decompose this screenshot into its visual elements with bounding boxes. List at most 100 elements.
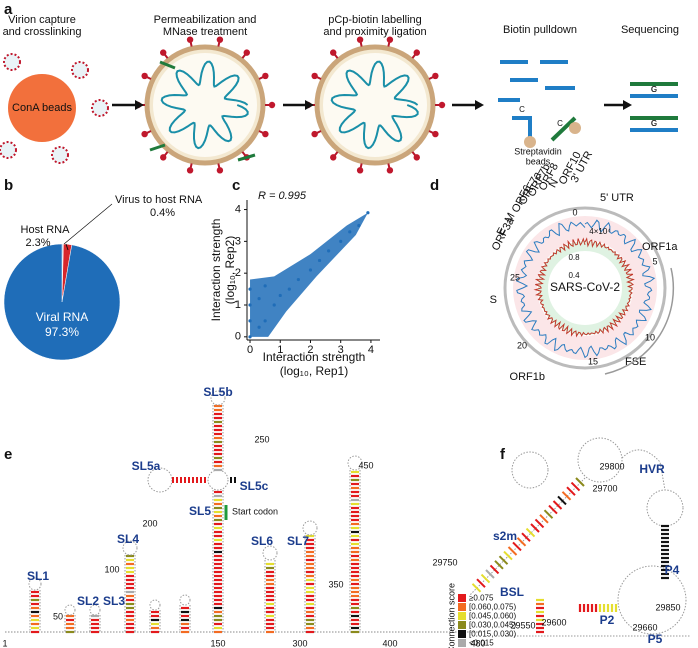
slice-label: Host RNA [21,224,71,236]
small-virion [0,141,17,159]
loop [646,489,684,527]
loop [577,437,623,483]
region-label: FSE [625,356,646,368]
y-tick-label: 2 [235,267,241,279]
position-label: 450 [358,460,373,470]
loop [262,545,278,561]
point [248,287,252,291]
step-label: MNase treatment [163,26,247,38]
step-label: pCp-biotin labelling [328,14,422,26]
position-label: 100 [104,564,119,574]
fragment [159,60,176,70]
bead-label: ConA beads [12,102,72,114]
point [287,287,291,291]
y-axis-label: Interaction strength [209,219,223,322]
point [263,319,267,323]
base-pair [530,523,540,533]
position-label: 29850 [655,602,680,612]
base-pair [557,495,567,506]
base-pair [507,546,518,556]
element-label: SL4 [117,532,139,546]
region-label: 5' UTR [600,192,634,204]
slice-value: 2.3% [25,237,50,249]
fragment [237,153,256,162]
legend-label: <0.015 [469,639,494,648]
element-label: SL5a [132,459,161,473]
legend-swatch [458,630,466,638]
loop [64,604,76,616]
base-pair [516,537,527,547]
point [366,211,370,215]
slice-label: Viral RNA [36,310,88,324]
spike-head [413,154,420,161]
position-label: 29660 [632,622,657,632]
cona-bead [8,74,76,142]
spike-head [262,130,269,138]
base-pair [480,573,491,584]
element-label: P4 [665,563,680,577]
y-tick-label: 4 [235,203,241,215]
annotation: R = 0.995 [258,190,307,202]
note: Start codon [232,506,278,516]
step-label: and proximity ligation [323,26,426,38]
base-pair [476,578,486,588]
region-label: ORF1a [642,241,678,253]
base-pair [471,583,482,593]
loop [210,390,226,406]
position-tick: 20 [517,340,527,350]
spike-head [386,36,394,43]
x-tick-label: 1 [277,344,283,356]
base-pair [503,550,513,561]
outer-ring [503,206,667,370]
x-tick-label: 0 [247,344,253,356]
point [296,277,300,282]
loop [28,577,42,591]
biotin-fragment [512,116,532,140]
position-label: 350 [328,579,343,589]
spike-head [216,167,224,174]
position-label: 250 [254,434,269,444]
element-label: SL7 [287,534,309,548]
position-label: 29750 [432,557,457,567]
point [263,284,267,288]
base-pair [543,509,554,519]
base-pair [512,541,522,552]
x-tick-label: 2 [307,344,313,356]
center-label: SARS-CoV-2 [550,280,620,294]
legend-swatch [458,603,466,611]
base-pair [525,527,536,538]
arrow-head [475,100,484,110]
band [513,216,657,360]
legend-title: Connection score [446,583,456,648]
leader [63,203,113,245]
element-label: SL5 [189,504,211,518]
loop [179,594,191,606]
base-pair [566,486,576,496]
spike-head [386,167,394,174]
position-tick: 5 [652,256,657,266]
spike-head [141,72,148,80]
spike-head [268,101,276,109]
base-label: C [651,85,657,94]
spike-head [438,101,446,109]
spike-head [356,167,364,174]
legend-label: [0.015,0.030) [469,630,516,639]
step-label: Biotin pulldown [503,24,577,36]
arrow-head [305,100,314,110]
legend-swatch [458,612,466,620]
point [339,239,343,243]
pie-slice [3,243,121,361]
base-pair [570,481,581,492]
element-label: HVR [639,462,665,476]
element-label: SL6 [251,534,273,548]
base-pair [534,518,545,529]
legend-label: [0.060,0.075) [469,603,516,612]
leader [65,243,69,251]
position-label: 29700 [592,483,617,493]
loop [122,540,138,556]
spike-head [413,49,420,56]
legend-label: ≥0.075 [469,594,494,603]
spike-head [330,49,337,56]
scale-label: 0.4 [568,271,580,280]
